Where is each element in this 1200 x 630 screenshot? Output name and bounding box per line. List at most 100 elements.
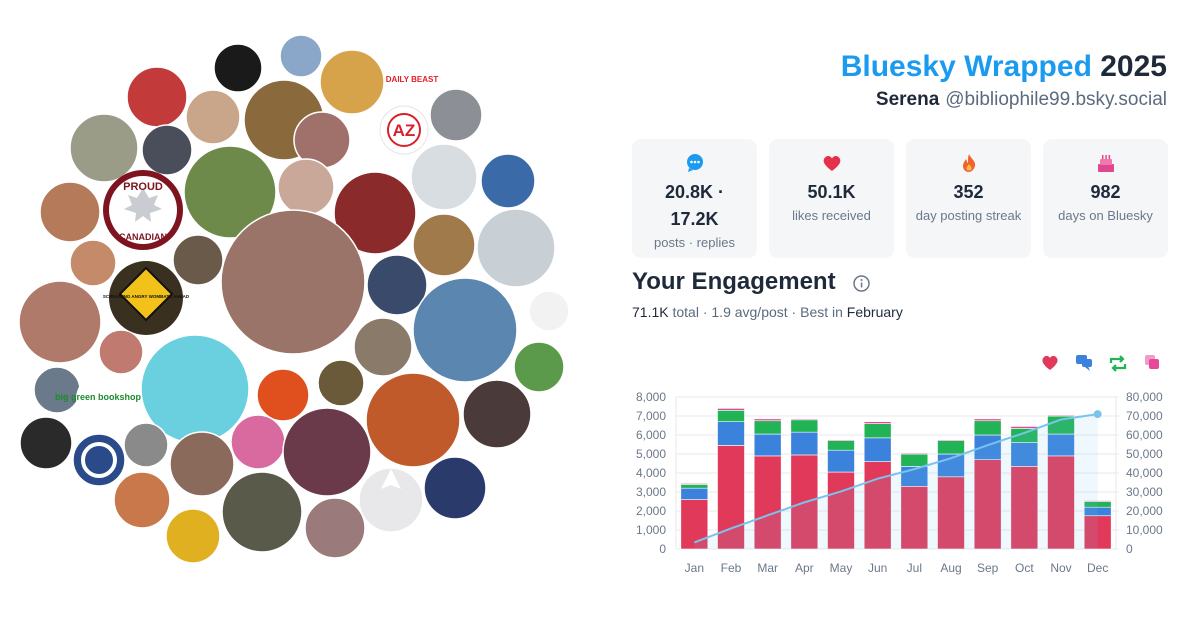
avatar[interactable] [462,379,532,449]
avatar[interactable] [333,171,417,255]
avatar[interactable] [279,34,323,78]
stat-icon [962,154,975,172]
leaf-icon [124,188,162,222]
avatar[interactable] [358,467,424,533]
avatar[interactable] [412,277,518,383]
legend-icon-part [1111,364,1127,372]
avatar[interactable] [98,329,144,375]
brand: Bluesky Wrapped [840,50,1092,83]
bar-segment [863,423,892,439]
avatar[interactable] [39,181,101,243]
x-tick-label: Dec [1087,561,1108,575]
avatar[interactable] [72,433,126,487]
avatar[interactable] [480,153,536,209]
avatar-mark [81,442,117,478]
bar-segment [937,439,965,441]
legend-icon-part [1082,359,1092,367]
y-tick-label: 3,000 [636,485,666,499]
avatar[interactable] [353,317,413,377]
sign-icon [118,266,174,322]
avatar[interactable] [277,158,335,216]
line-end-dot [1093,410,1102,419]
bar-segment [790,454,819,550]
avatar[interactable] [183,145,277,239]
avatar[interactable] [185,89,241,145]
bar-segment [753,418,782,422]
avatar[interactable] [126,66,188,128]
avatar[interactable] [256,368,310,422]
y-tick-label: 7,000 [636,409,666,423]
avatar-ring [387,113,421,147]
bar-segment [863,421,892,424]
x-tick-label: Feb [721,561,742,575]
avatar[interactable] [165,508,221,564]
x-tick-label: Jan [685,561,704,575]
y-tick-label: 5,000 [636,447,666,461]
avatar-text: PROUD [123,181,163,193]
avatar[interactable] [304,497,366,559]
avatar[interactable] [169,431,235,497]
avatar[interactable] [113,471,171,529]
avatar[interactable] [33,366,81,414]
x-tick-label: Oct [1015,561,1034,575]
avatar[interactable] [69,239,117,287]
stat-icon [1097,155,1114,172]
avatar[interactable] [513,341,565,393]
avatar-mark [381,469,401,489]
y-tick-label: 6,000 [636,428,666,442]
stat-label: likes received [792,208,871,223]
avatar[interactable] [319,49,385,115]
avatar[interactable] [365,372,461,468]
bar-segment [717,409,745,422]
legend-icon[interactable] [1109,355,1127,372]
bar-segment [937,476,965,550]
avatar[interactable] [528,290,570,332]
engagement-chart: 0 1,000 2,000 3,000 4,000 5,000 6,000 7,000 8,00… [636,355,1163,575]
avatar[interactable] [410,143,478,211]
bar-segment [900,452,929,455]
avatar[interactable] [221,471,303,553]
avatar-text: SCREAMING ANGRY WOMBATS AHEAD [103,294,190,299]
bar-segment [827,439,855,441]
x-tick-label: Jun [868,561,887,575]
bar-segment [790,418,819,421]
y-tick-label: 0 [659,542,666,556]
legend-icon[interactable] [1076,355,1092,371]
y2-tick-label: 20,000 [1126,504,1163,518]
avatar[interactable] [476,208,556,288]
avatar[interactable] [123,422,169,468]
avatar[interactable] [423,456,487,520]
y2-tick-label: 0 [1126,542,1133,556]
legend-icon[interactable] [1042,355,1058,370]
avatar[interactable] [213,43,263,93]
avatar[interactable] [220,209,366,355]
avatar[interactable] [172,234,224,286]
bar-segment [753,455,782,550]
avatar[interactable] [412,213,476,277]
avatar[interactable] [141,124,193,176]
display-name: Serena [875,89,940,110]
avatar[interactable] [429,88,483,142]
avatar[interactable] [19,416,73,470]
legend-icon-part [1085,366,1090,371]
avatar[interactable] [69,113,139,183]
y-tick-label: 1,000 [636,523,666,537]
stat-card: 352 day posting streak [906,139,1031,258]
avatar[interactable] [230,414,286,470]
bar-segment [1010,426,1039,429]
avatar[interactable] [366,254,428,316]
avatar [394,62,430,98]
avatar[interactable] [317,359,365,407]
handle: @bibliophile99.bsky.social [945,89,1167,110]
avatar[interactable] [282,407,372,497]
line-area [694,414,1098,549]
line [693,413,1098,544]
avatar[interactable] [18,280,102,364]
y2-tick-label: 30,000 [1126,485,1163,499]
legend-icon[interactable] [1145,355,1159,369]
legend-icon-part [1109,355,1125,363]
bar-segment [753,433,782,457]
info-icon[interactable] [852,274,871,293]
